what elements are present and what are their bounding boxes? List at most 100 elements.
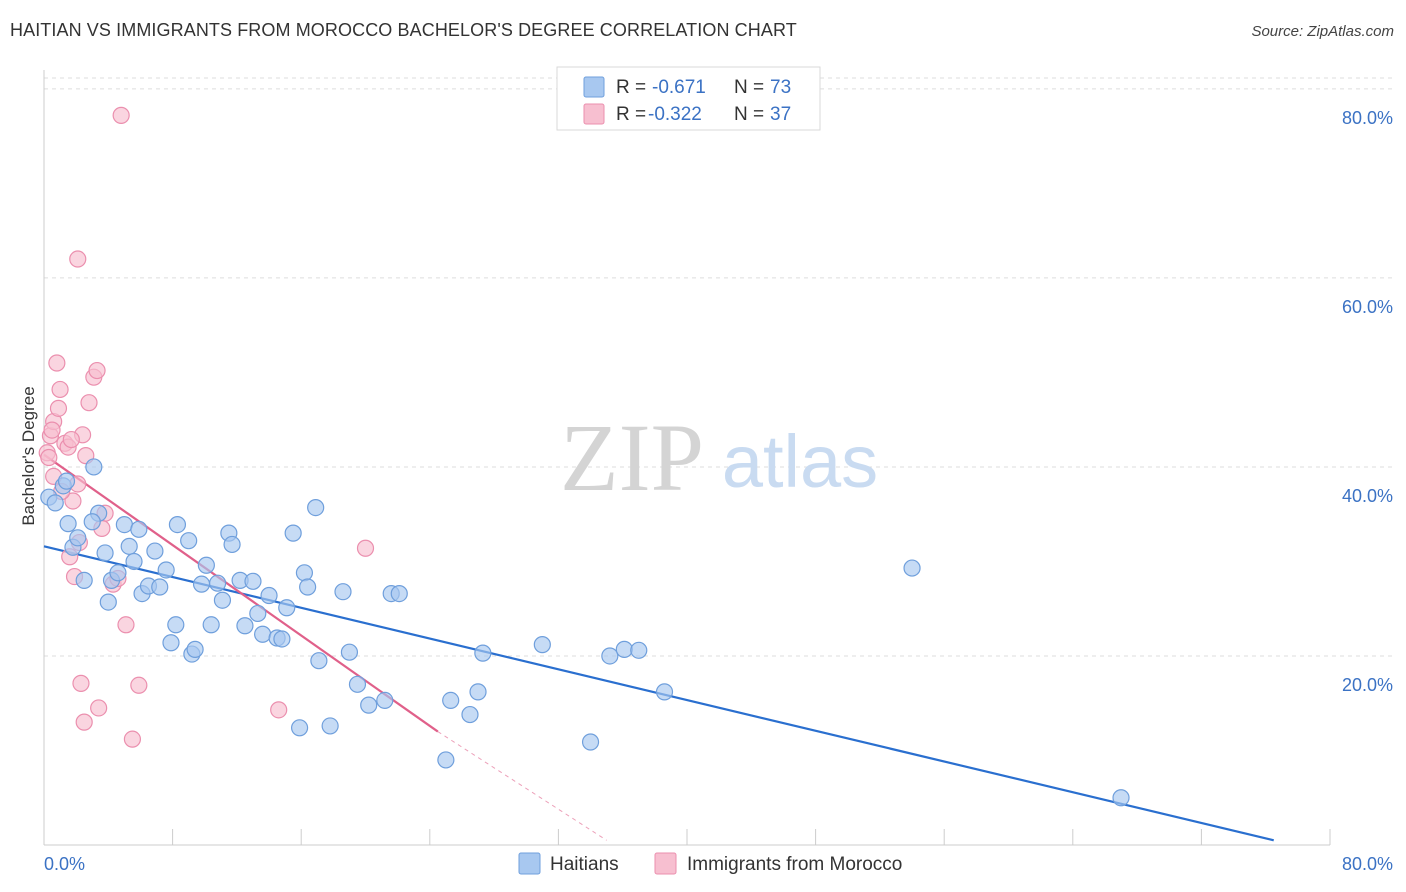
morocco-point	[88, 361, 106, 380]
haitian-point	[615, 640, 633, 658]
haitian-point	[180, 532, 198, 550]
morocco-r-value: -0.322	[648, 104, 702, 125]
chart-title: HAITIAN VS IMMIGRANTS FROM MOROCCO BACHE…	[10, 20, 797, 40]
haitian-point	[213, 591, 232, 609]
haitian-point	[273, 630, 291, 648]
morocco-point	[69, 250, 87, 268]
haitian-point	[146, 542, 164, 560]
bottom-legend: Haitians Immigrants from Morocco	[518, 852, 902, 875]
haitian-point	[192, 575, 211, 593]
haitian-point	[115, 516, 133, 534]
morocco-point	[270, 701, 288, 719]
haitian-point	[260, 586, 278, 605]
haitians-r-label: R =	[616, 77, 646, 98]
morocco-points	[38, 106, 375, 748]
x-tick-label-max: 80.0%	[1342, 854, 1393, 874]
haitian-point	[290, 719, 309, 737]
zipatlas-watermark: ZIP atlas	[560, 404, 878, 511]
morocco-trend-line	[43, 453, 439, 733]
morocco-point	[112, 106, 130, 124]
haitian-point	[437, 751, 455, 769]
haitians-n-label: N =	[734, 77, 764, 98]
haitian-point	[1112, 789, 1130, 807]
haitian-point	[162, 634, 180, 652]
morocco-point	[48, 354, 66, 372]
morocco-point	[80, 394, 98, 412]
haitian-point	[59, 515, 77, 533]
watermark-zip: ZIP	[560, 404, 704, 511]
haitian-point	[157, 561, 175, 579]
haitians-r-value: -0.671	[652, 77, 706, 98]
morocco-point	[130, 676, 148, 694]
haitian-point	[321, 717, 339, 735]
y-tick-label: 40.0%	[1342, 486, 1393, 506]
haitian-point	[120, 537, 138, 555]
morocco-point	[62, 430, 80, 449]
legend-haitians-swatch	[518, 852, 541, 875]
morocco-swatch	[583, 103, 605, 125]
legend-morocco-label: Immigrants from Morocco	[687, 854, 902, 875]
haitian-point	[442, 691, 460, 709]
haitian-point	[310, 652, 328, 670]
haitian-point	[295, 564, 314, 582]
haitian-point	[307, 498, 325, 517]
haitian-point	[83, 513, 101, 531]
haitian-point	[151, 578, 169, 596]
haitian-point	[197, 556, 215, 574]
haitian-point	[284, 524, 302, 542]
axis-ticks: 20.0% 40.0% 60.0% 80.0% 0.0% 80.0%	[44, 108, 1393, 874]
morocco-point	[90, 699, 108, 717]
morocco-n-value: 37	[770, 104, 791, 125]
haitian-point	[244, 572, 262, 590]
haitian-point	[630, 641, 648, 659]
haitian-point	[469, 683, 487, 701]
legend-haitians-label: Haitians	[550, 854, 619, 875]
watermark-atlas: atlas	[722, 420, 878, 503]
haitian-point	[360, 696, 378, 714]
haitian-point	[202, 616, 220, 634]
haitian-point	[209, 574, 227, 592]
morocco-point	[356, 539, 375, 557]
morocco-point	[75, 713, 93, 731]
haitian-point	[474, 644, 492, 662]
morocco-point	[72, 674, 90, 692]
morocco-point	[64, 492, 82, 510]
haitian-point	[254, 625, 272, 643]
haitian-point	[533, 636, 551, 654]
haitian-point	[46, 494, 64, 512]
haitian-point	[85, 458, 103, 476]
haitian-point	[236, 617, 254, 635]
trend-lines	[43, 453, 1274, 842]
morocco-n-label: N =	[734, 104, 764, 125]
haitian-point	[167, 616, 185, 634]
stats-legend: R = -0.671 N = 73 R = -0.322 N = 37	[556, 66, 821, 131]
haitian-point	[125, 552, 143, 571]
haitian-point	[334, 583, 352, 601]
haitian-point	[655, 683, 674, 701]
haitians-swatch	[583, 76, 605, 98]
y-tick-label: 80.0%	[1342, 108, 1393, 128]
y-tick-label: 20.0%	[1342, 675, 1393, 695]
y-axis-label: Bachelor's Degree	[19, 386, 38, 525]
haitian-point	[186, 640, 204, 658]
morocco-trend-extension	[437, 731, 607, 841]
haitian-point	[96, 544, 114, 562]
gridlines	[44, 77, 1393, 657]
haitian-point	[130, 520, 148, 538]
haitian-point	[581, 733, 600, 751]
source-credit: Source: ZipAtlas.com	[1251, 23, 1394, 40]
haitian-point	[75, 571, 93, 589]
haitians-n-value: 73	[770, 77, 791, 98]
haitian-point	[903, 559, 921, 577]
haitian-point	[57, 472, 76, 490]
haitian-point	[168, 516, 187, 534]
haitian-point	[601, 647, 619, 665]
haitian-points	[40, 458, 1130, 807]
morocco-point	[123, 730, 142, 748]
morocco-point	[40, 448, 58, 467]
x-tick-label-min: 0.0%	[44, 854, 85, 874]
morocco-point	[49, 399, 68, 417]
morocco-point	[51, 380, 69, 399]
